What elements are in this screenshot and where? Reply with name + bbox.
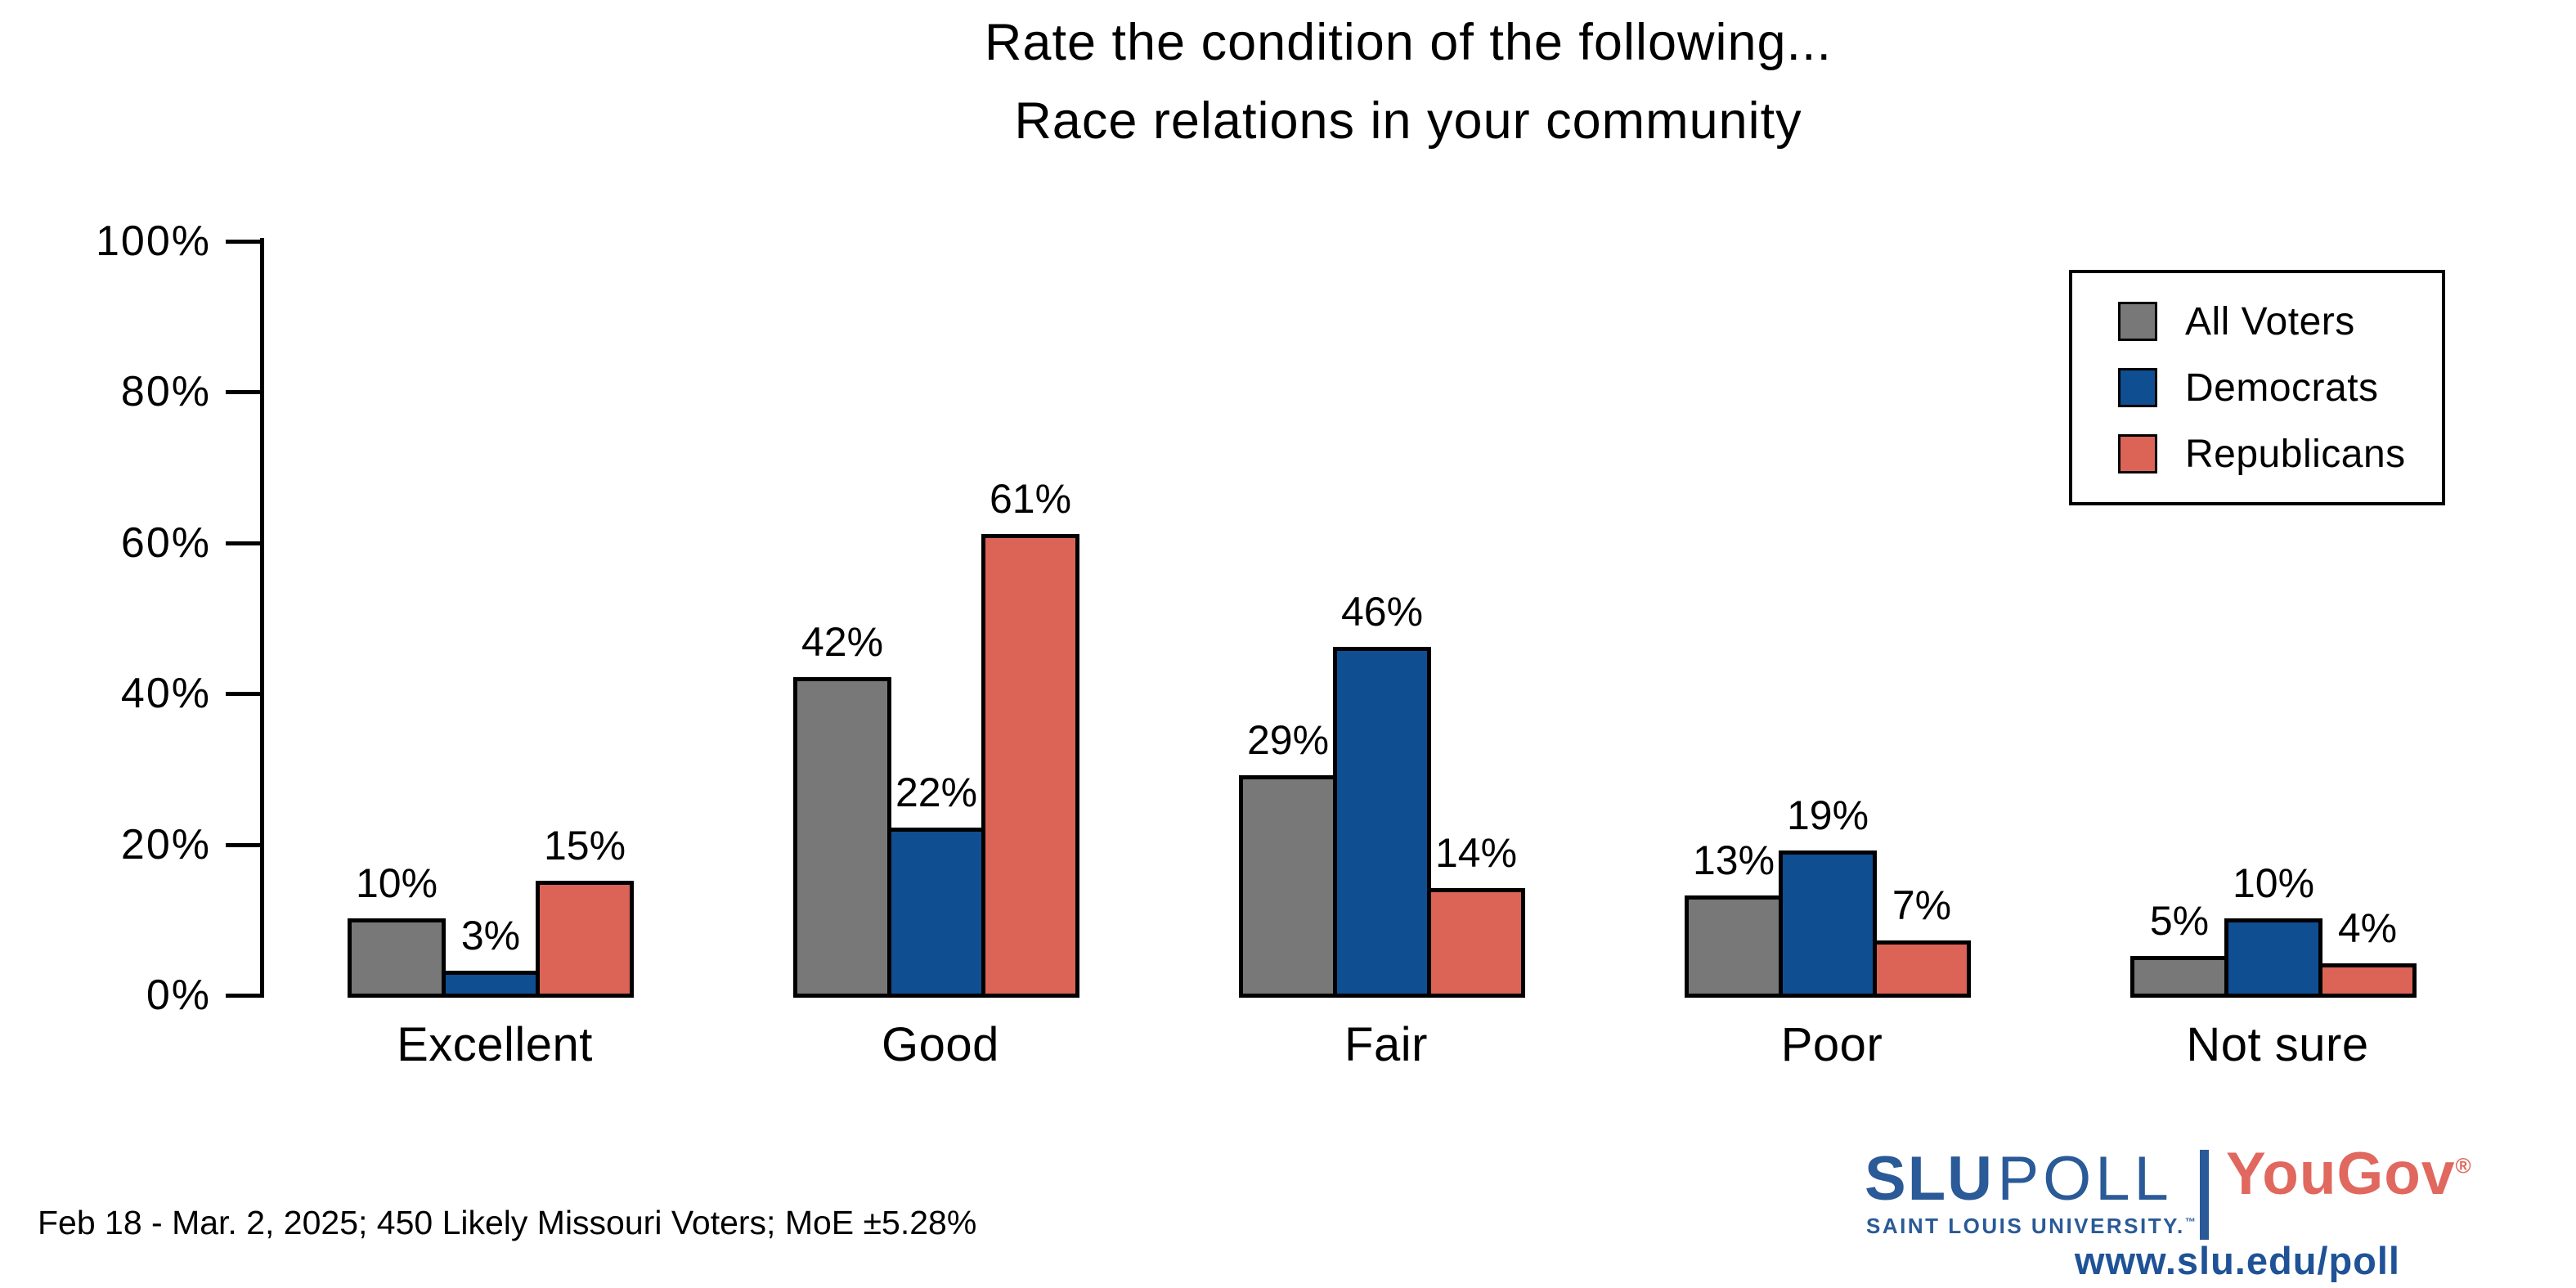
value-label-democrats-excellent: 3% [460,913,521,958]
bar-democrats-poor [1779,850,1877,998]
value-label-democrats-good: 22% [895,770,978,815]
value-label-all-voters-excellent: 10% [355,860,438,906]
value-label-republicans-excellent: 15% [543,823,626,868]
y-axis-line [260,238,264,998]
bar-democrats-excellent [442,971,540,998]
bar-republicans-good [981,534,1079,998]
legend-label-republicans: Republicans [2185,432,2406,476]
legend-label-democrats: Democrats [2185,366,2379,410]
chart-title-line-2: Race relations in your community [1014,92,1802,150]
trademark-symbol: ™ [2184,1215,2198,1228]
y-tick-mark-20% [226,842,262,847]
category-label-good: Good [882,1018,999,1071]
legend-item-all-voters: All Voters [2118,299,2442,344]
yougov-logo: YouGov® [2226,1142,2472,1207]
y-tick-mark-60% [226,541,262,545]
y-tick-mark-80% [226,390,262,395]
value-label-democrats-fair: 46% [1340,589,1424,635]
bar-all-voters-not-sure [2130,956,2228,998]
y-tick-mark-0% [226,994,262,998]
logo-divider-bar [2200,1150,2209,1240]
value-label-democrats-poor: 19% [1786,792,1869,838]
legend-box: All Voters Democrats Republicans [2069,270,2445,505]
slu-poll-url: www.slu.edu/poll [2074,1239,2400,1282]
legend-swatch-all-voters [2118,302,2157,341]
value-label-republicans-not-sure: 4% [2337,905,2398,951]
yougov-logo-text: YouGov [2226,1141,2456,1207]
legend-swatch-republicans [2118,434,2157,473]
registered-trademark-symbol: ® [2455,1153,2472,1178]
legend-swatch-democrats [2118,368,2157,407]
category-label-excellent: Excellent [397,1018,593,1071]
value-label-all-voters-poor: 13% [1692,837,1775,883]
category-label-not-sure: Not sure [2186,1018,2369,1071]
y-tick-label-0%: 0% [146,972,211,1019]
y-tick-mark-100% [226,240,262,244]
value-label-republicans-poor: 7% [1892,882,1952,928]
bar-all-voters-poor [1685,895,1783,998]
y-tick-label-20%: 20% [120,820,211,868]
value-label-all-voters-fair: 29% [1246,717,1330,763]
value-label-republicans-fair: 14% [1434,830,1518,876]
y-tick-label-60%: 60% [120,518,211,567]
value-label-all-voters-good: 42% [801,619,884,665]
bar-republicans-excellent [536,881,634,998]
value-label-republicans-good: 61% [989,476,1072,522]
slu-logo-text: SLU [1865,1144,1994,1214]
legend-item-democrats: Democrats [2118,366,2442,411]
bar-republicans-fair [1427,888,1525,998]
slu-poll-logo: SLU POLL [1865,1147,2173,1229]
bar-democrats-good [887,828,985,998]
bar-all-voters-good [793,677,891,998]
chart-title-line-1: Rate the condition of the following... [984,14,1833,71]
y-tick-label-80%: 80% [120,368,211,416]
category-label-poor: Poor [1780,1018,1883,1071]
survey-methodology-note: Feb 18 - Mar. 2, 2025; 450 Likely Missou… [38,1204,977,1241]
value-label-all-voters-not-sure: 5% [2149,898,2210,944]
bar-republicans-poor [1873,940,1971,998]
bar-all-voters-excellent [348,918,446,998]
saint-louis-university-label: SAINT LOUIS UNIVERSITY. [1866,1214,2185,1238]
bar-all-voters-fair [1239,775,1337,998]
saint-louis-university-text: SAINT LOUIS UNIVERSITY.™ [1866,1214,2197,1239]
category-label-fair: Fair [1344,1018,1428,1071]
y-tick-label-100%: 100% [96,218,211,265]
bar-democrats-not-sure [2224,918,2322,998]
value-label-democrats-not-sure: 10% [2232,860,2315,906]
poll-logo-text: POLL [1997,1144,2173,1214]
legend-item-republicans: Republicans [2118,432,2442,477]
legend-label-all-voters: All Voters [2185,299,2355,343]
bar-democrats-fair [1333,647,1431,998]
bar-republicans-not-sure [2318,963,2417,998]
y-tick-label-40%: 40% [120,670,211,718]
y-tick-mark-40% [226,692,262,697]
